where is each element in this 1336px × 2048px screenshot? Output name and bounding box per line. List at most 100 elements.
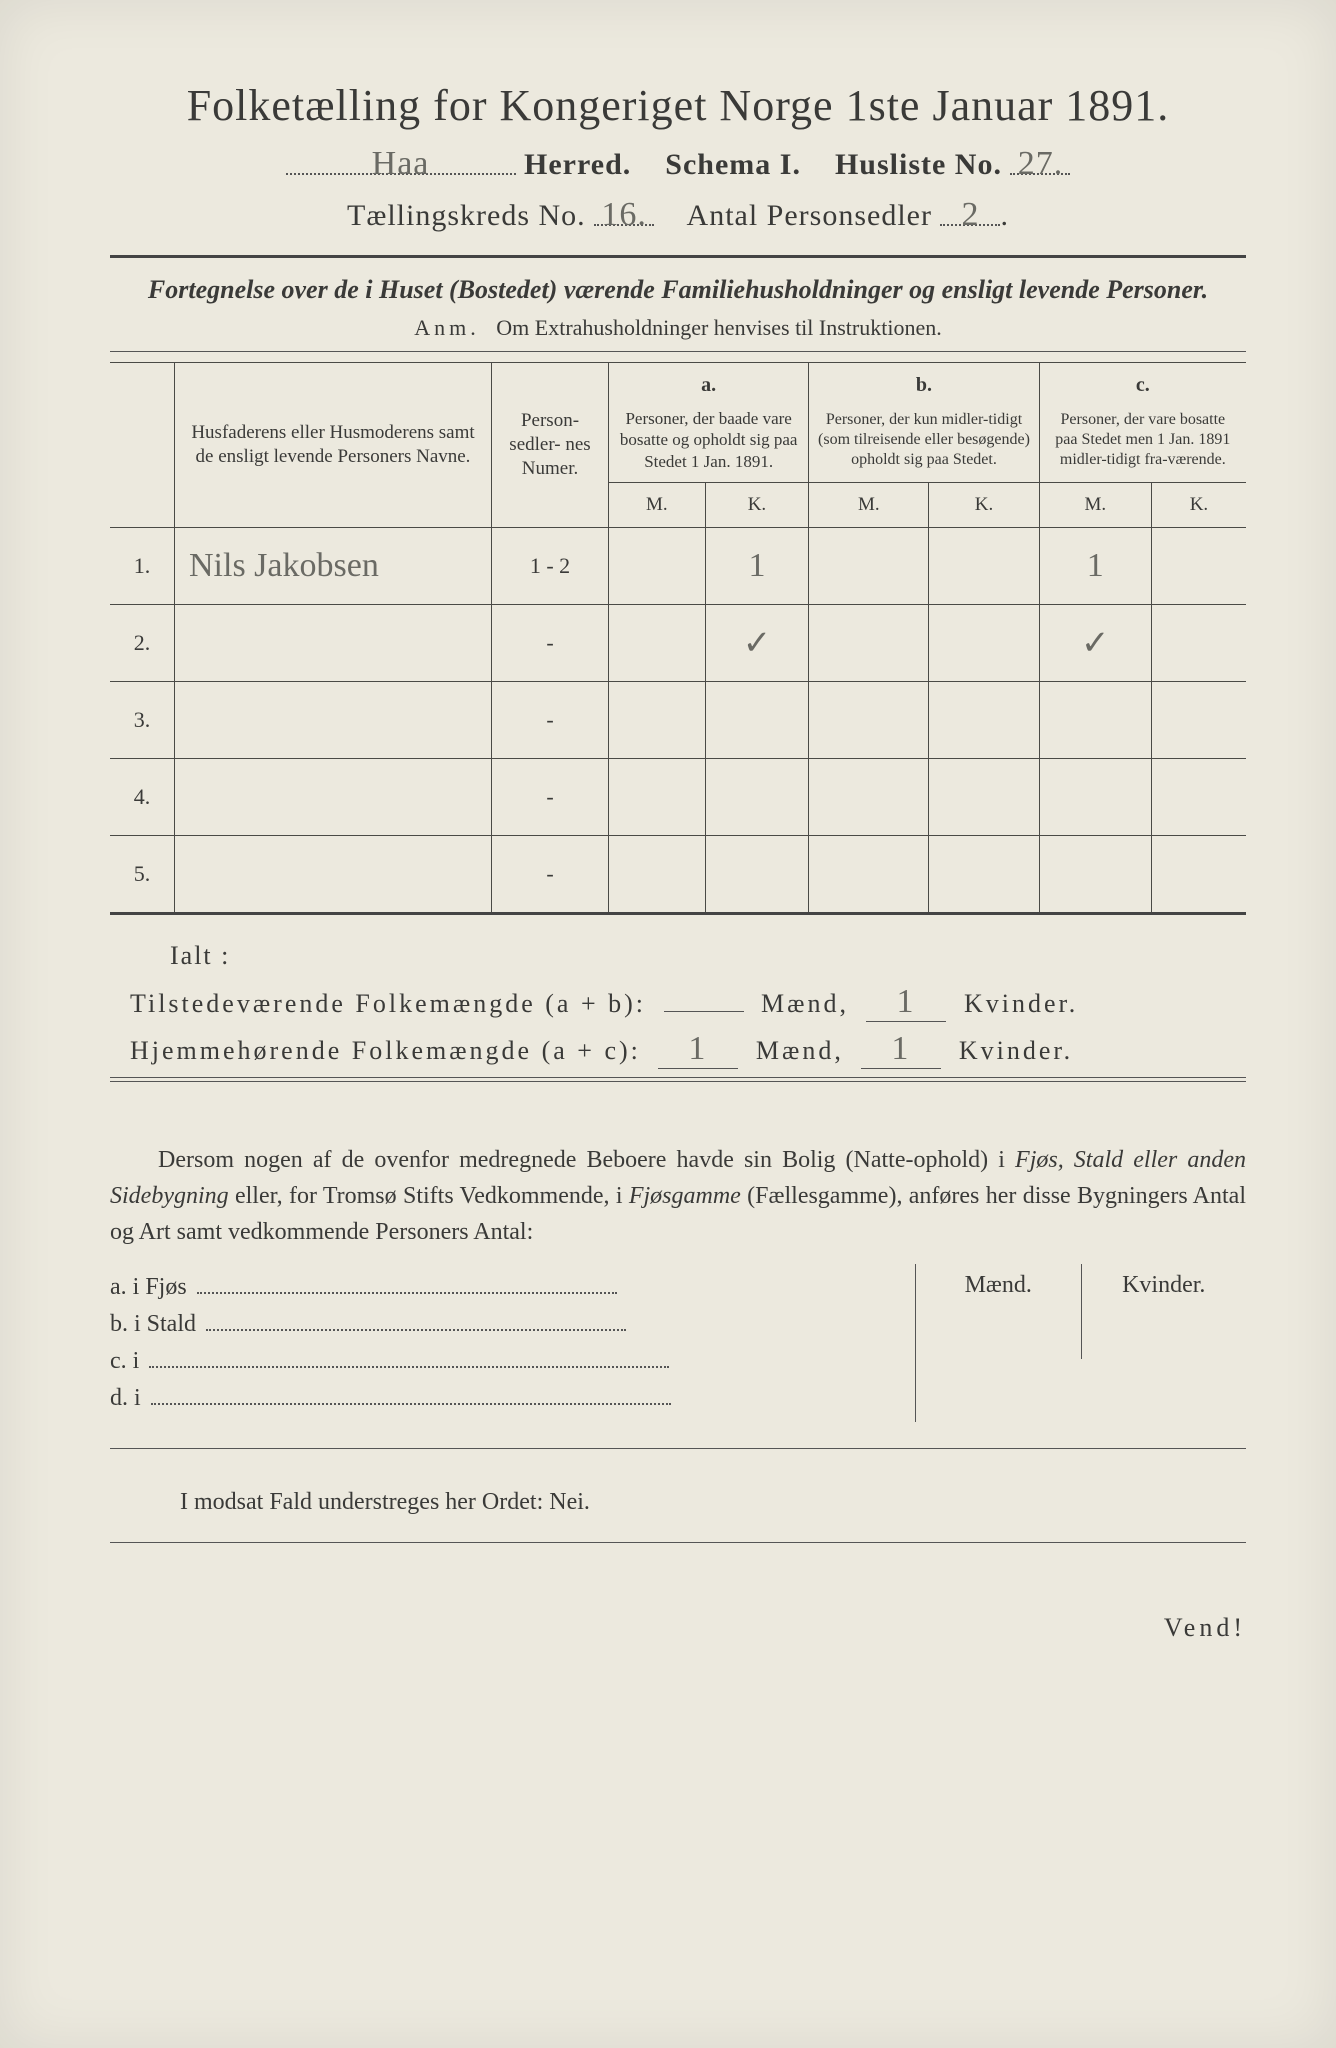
subtitle-text: Fortegnelse over de i Huset (Bostedet) v…	[148, 275, 1208, 304]
tkreds-handwritten: 16.	[601, 196, 647, 233]
row-b-k	[929, 835, 1039, 913]
row-c-k	[1151, 758, 1246, 835]
totals-2-m: 1	[658, 1030, 738, 1069]
schema-label: Schema I.	[665, 148, 801, 181]
row-b-k	[929, 758, 1039, 835]
col-a-label: a.	[609, 363, 809, 399]
totals-2-label: Hjemmehørende Folkemængde (a + c):	[130, 1036, 641, 1065]
row-name	[175, 604, 492, 681]
maend-label-1: Mænd,	[761, 989, 849, 1018]
row-pers: -	[492, 604, 609, 681]
lower-left: a. i Fjøs b. i Stald c. i d. i	[110, 1264, 915, 1422]
row-pers: 1 - 2	[492, 527, 609, 604]
col-a-m: M.	[609, 482, 706, 527]
row-a-k	[705, 681, 809, 758]
totals-1-m	[664, 1011, 744, 1012]
col-names-text: Husfaderens eller Husmoderens samt de en…	[191, 422, 474, 467]
row-c-k	[1151, 527, 1246, 604]
table-row: 1.Nils Jakobsen1 - 2 1 1	[110, 527, 1246, 604]
row-c-k	[1151, 604, 1246, 681]
row-num: 3.	[110, 681, 175, 758]
row-pers: -	[492, 758, 609, 835]
para-a: Dersom nogen af de ovenfor medregnede Be…	[158, 1147, 1015, 1173]
divider-1	[110, 255, 1246, 258]
census-table: Husfaderens eller Husmoderens samt de en…	[110, 362, 1246, 915]
row-a-k	[705, 758, 809, 835]
col-c-label: c.	[1039, 363, 1246, 399]
table-row: 2.-✓✓	[110, 604, 1246, 681]
dots-d	[151, 1385, 671, 1405]
totals-1-label: Tilstedeværende Folkemængde (a + b):	[130, 989, 646, 1018]
col-a-text: Personer, der baade vare bosatte og opho…	[609, 398, 809, 482]
col-names: Husfaderens eller Husmoderens samt de en…	[175, 363, 492, 528]
lower-row-a: a. i Fjøs	[110, 1274, 915, 1301]
row-a-k: 1	[705, 527, 809, 604]
census-form-page: Folketælling for Kongeriget Norge 1ste J…	[0, 0, 1336, 2048]
para-c: eller, for Tromsø Stifts Vedkommende, i	[229, 1183, 629, 1209]
row-a-k	[705, 835, 809, 913]
row-num: 2.	[110, 604, 175, 681]
para-d: Fjøsgamme	[629, 1183, 741, 1209]
anm-text: Om Extrahusholdninger henvises til Instr…	[496, 315, 941, 340]
row-c-m	[1039, 835, 1151, 913]
row-b-m	[809, 758, 929, 835]
totals-1-k: 1	[866, 983, 946, 1022]
dots-a	[197, 1274, 617, 1294]
lower-right: Mænd. Kvinder.	[915, 1264, 1246, 1422]
row-c-m	[1039, 758, 1151, 835]
divider-2	[110, 351, 1246, 352]
antal-handwritten: 2	[961, 196, 979, 233]
row-a-m	[609, 527, 706, 604]
row-b-m	[809, 835, 929, 913]
row-b-m	[809, 527, 929, 604]
row-name	[175, 835, 492, 913]
maend-label-2: Mænd,	[756, 1036, 844, 1065]
ialt-label: Ialt :	[170, 941, 1246, 971]
tkreds-label: Tællingskreds No.	[347, 199, 586, 232]
row-c-k	[1151, 681, 1246, 758]
dots-c	[149, 1348, 669, 1368]
tkreds-field: 16.	[594, 196, 654, 226]
divider-3	[110, 1077, 1246, 1082]
row-name: Nils Jakobsen	[175, 527, 492, 604]
meta-line-2: Tællingskreds No. 16. Antal Personsedler…	[110, 196, 1246, 233]
lower-maend: Mænd.	[916, 1264, 1082, 1359]
table-head: Husfaderens eller Husmoderens samt de en…	[110, 363, 1246, 528]
anm-label: Anm.	[414, 315, 480, 340]
meta-line-1: Haa Herred. Schema I. Husliste No. 27.	[110, 145, 1246, 182]
row-c-m: 1	[1039, 527, 1151, 604]
row-b-k	[929, 681, 1039, 758]
lower-row-d: d. i	[110, 1385, 915, 1412]
row-a-m	[609, 758, 706, 835]
dots-b	[206, 1311, 626, 1331]
row-pers: -	[492, 835, 609, 913]
col-c-m: M.	[1039, 482, 1151, 527]
row-a-k: ✓	[705, 604, 809, 681]
lower-kvinder: Kvinder.	[1082, 1264, 1247, 1359]
divider-4	[110, 1448, 1246, 1449]
husliste-handwritten: 27.	[1018, 145, 1064, 182]
row-num: 1.	[110, 527, 175, 604]
lower-row-c: c. i	[110, 1348, 915, 1375]
kvinder-label-2: Kvinder.	[959, 1036, 1073, 1065]
col-personsedler: Person- sedler- nes Numer.	[492, 363, 609, 528]
herred-label: Herred.	[524, 148, 631, 181]
lower-block: a. i Fjøs b. i Stald c. i d. i Mænd. Kvi…	[110, 1264, 1246, 1422]
row-c-k	[1151, 835, 1246, 913]
table-row: 5.-	[110, 835, 1246, 913]
col-a-k: K.	[705, 482, 809, 527]
col-b-label: b.	[809, 363, 1039, 399]
antal-field: 2	[940, 196, 1000, 226]
row-name	[175, 681, 492, 758]
table-row: 3.-	[110, 681, 1246, 758]
row-c-m	[1039, 681, 1151, 758]
row-b-m	[809, 681, 929, 758]
col-b-m: M.	[809, 482, 929, 527]
lower-right-header: Mænd. Kvinder.	[916, 1264, 1246, 1359]
herred-field: Haa	[286, 145, 516, 175]
totals-line-2: Hjemmehørende Folkemængde (a + c): 1 Mæn…	[130, 1030, 1246, 1069]
vend-label: Vend!	[110, 1613, 1246, 1643]
page-title: Folketælling for Kongeriget Norge 1ste J…	[110, 80, 1246, 131]
row-b-k	[929, 604, 1039, 681]
col-b-k: K.	[929, 482, 1039, 527]
